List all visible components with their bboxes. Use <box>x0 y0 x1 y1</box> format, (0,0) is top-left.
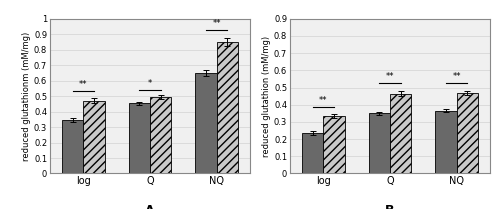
Y-axis label: reduced glutathion (mM/mg): reduced glutathion (mM/mg) <box>262 36 271 157</box>
Bar <box>436 111 456 173</box>
Text: **: ** <box>212 19 221 28</box>
Text: **: ** <box>386 72 394 81</box>
Bar <box>368 113 390 173</box>
Text: *: * <box>148 79 152 88</box>
Bar <box>84 101 104 173</box>
Text: B: B <box>385 204 395 209</box>
Bar <box>150 97 172 173</box>
Bar <box>302 133 324 173</box>
Bar <box>216 42 238 173</box>
Text: **: ** <box>79 80 88 89</box>
Text: **: ** <box>319 96 328 105</box>
Bar <box>62 120 84 173</box>
Bar <box>456 93 478 173</box>
Bar <box>390 94 411 173</box>
Y-axis label: reduced glutathionm (mM/mg): reduced glutathionm (mM/mg) <box>22 32 31 161</box>
Text: **: ** <box>452 72 461 81</box>
Bar <box>324 116 344 173</box>
Bar <box>196 73 216 173</box>
Bar <box>128 103 150 173</box>
Text: A: A <box>145 204 155 209</box>
